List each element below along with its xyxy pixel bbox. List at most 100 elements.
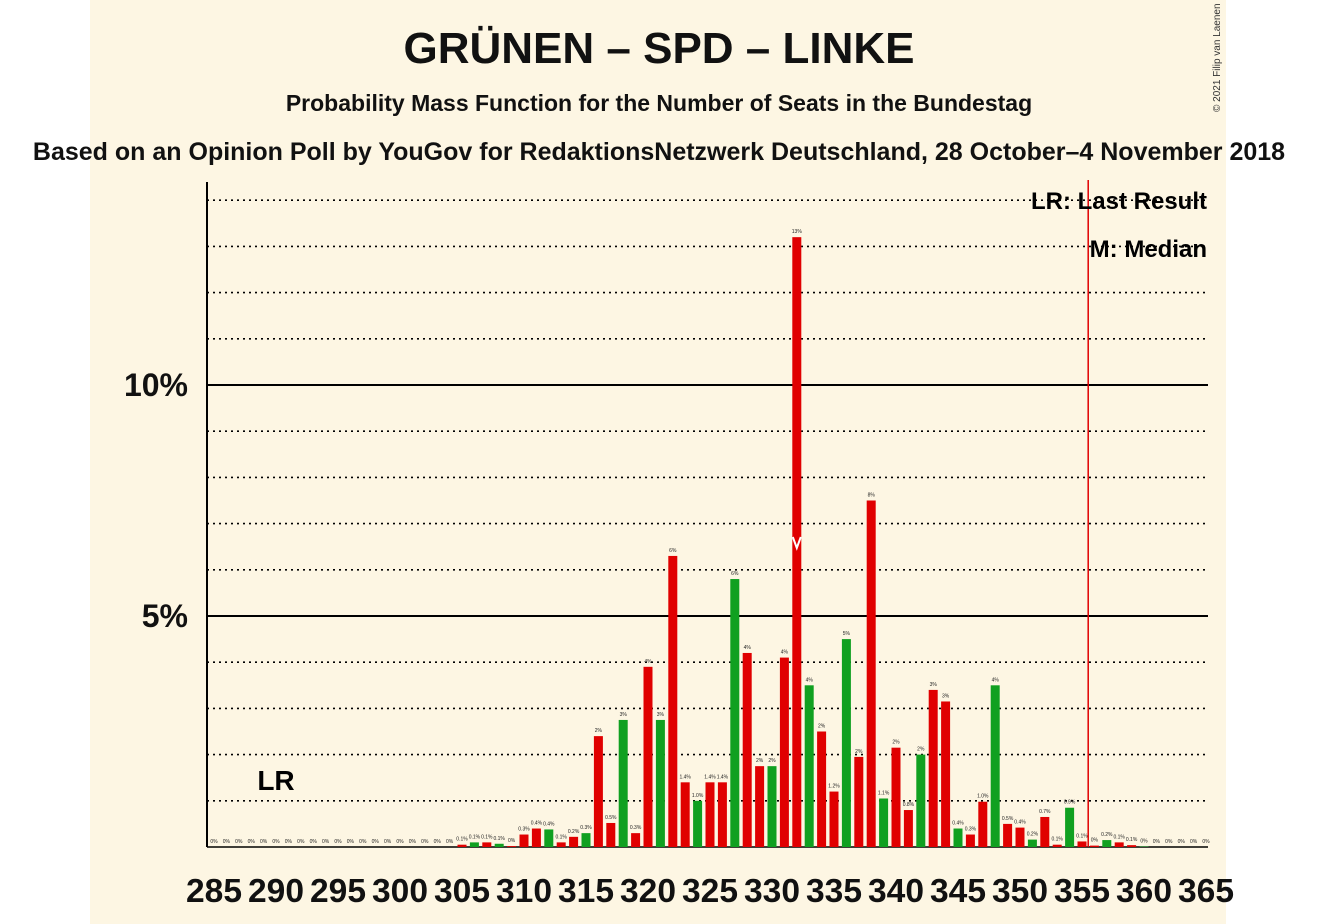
x-tick-300: 300	[372, 872, 428, 909]
bar-353	[1052, 844, 1062, 847]
bar-310	[519, 834, 529, 847]
y-tick-labels: 5% 10%	[124, 367, 188, 634]
bar-label-348: 4%	[992, 677, 1000, 683]
bar-label-319: 0.3%	[630, 825, 642, 831]
bar-label-340: 2%	[892, 740, 900, 746]
bar-340	[891, 747, 901, 847]
bar-label-332: 13%	[792, 229, 803, 235]
bar-label-295: 0%	[334, 839, 342, 845]
bar-312	[544, 829, 554, 847]
bar-label-324: 1.0%	[692, 793, 704, 799]
bar-356	[1089, 845, 1099, 847]
bar-label-313: 0.1%	[555, 834, 567, 840]
bar-322	[668, 555, 678, 847]
bar-327	[730, 579, 740, 847]
bar-317	[606, 822, 616, 847]
bar-label-337: 2%	[855, 749, 863, 755]
x-tick-365: 365	[1178, 872, 1234, 909]
bar-label-354: 0.9%	[1064, 800, 1076, 806]
x-tick-320: 320	[620, 872, 676, 909]
bar-label-316: 2%	[595, 728, 603, 734]
x-tick-labels: 285 290 295 300 305 310 315 320 325 330 335 340 345 3…	[186, 872, 1234, 909]
legend-median: M: Median	[1090, 236, 1207, 263]
bar-label-289: 0%	[260, 839, 268, 845]
bar-342	[916, 754, 926, 847]
bar-label-364: 0%	[1190, 839, 1198, 845]
bars	[457, 237, 1149, 847]
bar-label-300: 0%	[396, 839, 404, 845]
bar-label-293: 0%	[310, 839, 318, 845]
bar-307	[482, 842, 492, 847]
bar-308	[494, 843, 504, 847]
bar-label-359: 0.1%	[1126, 837, 1138, 843]
bar-319	[631, 833, 641, 847]
x-tick-335: 335	[806, 872, 862, 909]
bar-335	[829, 791, 839, 847]
bar-341	[903, 810, 913, 847]
bar-label-355: 0.1%	[1076, 833, 1088, 839]
x-tick-325: 325	[682, 872, 738, 909]
bar-label-339: 1.1%	[878, 790, 890, 796]
bar-label-360: 0%	[1140, 839, 1148, 845]
bar-label-338: 8%	[868, 493, 876, 499]
gridlines	[207, 199, 1208, 848]
bar-label-297: 0%	[359, 839, 367, 845]
chart-source: Based on an Opinion Poll by YouGov for R…	[32, 138, 1286, 166]
bar-label-342: 2%	[917, 747, 925, 753]
x-tick-305: 305	[434, 872, 490, 909]
bar-label-314: 0.2%	[568, 829, 580, 835]
bar-label-318: 3%	[620, 712, 628, 718]
bar-label-292: 0%	[297, 839, 305, 845]
x-tick-350: 350	[992, 872, 1048, 909]
median-marker	[791, 536, 802, 551]
bar-label-358: 0.1%	[1113, 834, 1125, 840]
bar-337	[854, 756, 864, 847]
bar-label-302: 0%	[421, 839, 429, 845]
chart-title: GRÜNEN – SPD – LINKE	[403, 24, 915, 73]
bar-label-350: 0.4%	[1014, 820, 1026, 826]
bar-label-310: 0.3%	[518, 827, 530, 833]
bar-358	[1114, 842, 1124, 847]
bar-339	[879, 798, 889, 847]
bar-334	[817, 731, 827, 847]
bar-313	[556, 842, 566, 847]
bar-label-363: 0%	[1178, 839, 1186, 845]
bar-label-336: 5%	[843, 631, 851, 637]
bar-329	[755, 766, 765, 847]
x-tick-285: 285	[186, 872, 242, 909]
bar-label-288: 0%	[248, 839, 256, 845]
bar-328	[742, 652, 752, 847]
bar-338	[866, 500, 876, 847]
bar-label-320: 4%	[644, 659, 652, 665]
bar-label-285: 0%	[210, 839, 218, 845]
bar-349	[1003, 823, 1013, 847]
x-tick-290: 290	[248, 872, 304, 909]
legend-last-result: LR: Last Result	[1031, 188, 1207, 215]
bar-label-344: 3%	[942, 693, 950, 699]
bar-label-362: 0%	[1165, 839, 1173, 845]
x-tick-360: 360	[1116, 872, 1172, 909]
bar-label-341: 0.8%	[903, 802, 915, 808]
bar-346	[965, 834, 975, 847]
bar-label-351: 0.2%	[1027, 832, 1039, 838]
bar-332	[792, 237, 802, 847]
bar-label-326: 1.4%	[717, 774, 729, 780]
bar-label-294: 0%	[322, 839, 330, 845]
bar-318	[618, 719, 628, 847]
bar-label-335: 1.2%	[828, 784, 840, 790]
bar-359	[1127, 845, 1137, 847]
bar-320	[643, 666, 653, 847]
bar-label-286: 0%	[223, 839, 231, 845]
bar-331	[779, 657, 789, 847]
bar-325	[705, 782, 715, 847]
bar-357	[1102, 840, 1112, 847]
bar-label-356: 0%	[1091, 838, 1099, 844]
bar-314	[569, 836, 579, 847]
bar-label-323: 1.4%	[679, 774, 691, 780]
bar-351	[1027, 839, 1037, 847]
bar-352	[1040, 816, 1050, 847]
y-tick-10: 10%	[124, 367, 188, 403]
x-tick-340: 340	[868, 872, 924, 909]
bar-label-308: 0.1%	[493, 836, 505, 842]
bar-316	[593, 736, 603, 847]
